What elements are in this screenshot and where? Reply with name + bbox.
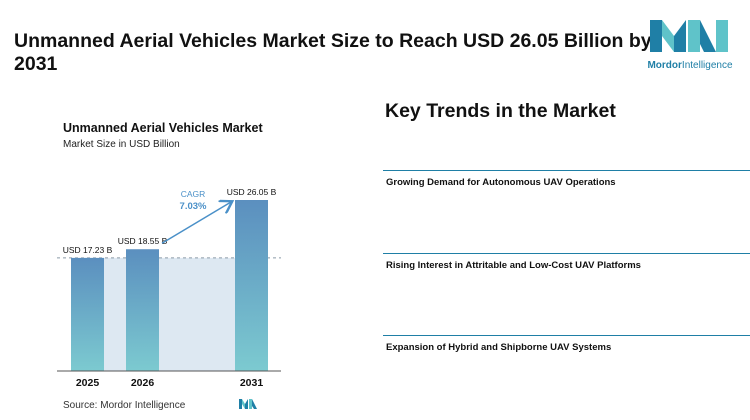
value-label-2026: USD 18.55 B bbox=[118, 236, 168, 246]
small-logo-icon bbox=[239, 399, 257, 409]
bar-2026 bbox=[126, 249, 159, 371]
logo-mark-icon bbox=[650, 20, 728, 52]
bar-2031 bbox=[235, 200, 268, 371]
key-trends-title: Key Trends in the Market bbox=[385, 100, 616, 122]
source-note: Source: Mordor Intelligence bbox=[63, 400, 186, 411]
trend-item: Rising Interest in Attritable and Low-Co… bbox=[383, 253, 750, 271]
logo-wordmark: MordorIntelligence bbox=[640, 60, 740, 71]
cagr-label: CAGR bbox=[181, 189, 206, 199]
cagr-arrow bbox=[161, 202, 231, 244]
category-label-2031: 2031 bbox=[240, 377, 264, 389]
trend-item: Growing Demand for Autonomous UAV Operat… bbox=[383, 170, 750, 188]
trend-label: Growing Demand for Autonomous UAV Operat… bbox=[386, 177, 616, 188]
chart-title: Unmanned Aerial Vehicles Market bbox=[63, 121, 263, 135]
value-label-2031: USD 26.05 B bbox=[227, 187, 277, 197]
cagr-value: 7.03% bbox=[180, 201, 207, 212]
value-label-2025: USD 17.23 B bbox=[63, 245, 113, 255]
logo-text-bold: Mordor bbox=[647, 60, 682, 71]
page-headline: Unmanned Aerial Vehicles Market Size to … bbox=[14, 30, 652, 75]
logo-text-light: Intelligence bbox=[681, 60, 733, 71]
trend-label: Rising Interest in Attritable and Low-Co… bbox=[386, 260, 641, 271]
bar-2025 bbox=[71, 257, 104, 371]
trend-label: Expansion of Hybrid and Shipborne UAV Sy… bbox=[386, 342, 612, 353]
trend-item: Expansion of Hybrid and Shipborne UAV Sy… bbox=[383, 335, 750, 353]
category-label-2025: 2025 bbox=[76, 377, 100, 389]
mordor-intelligence-logo: MordorIntelligence bbox=[640, 14, 740, 76]
market-size-bar-chart: USD 17.23 B 2025 USD 18.55 B 2026 USD 26.05 … bbox=[57, 187, 281, 389]
chart-subtitle: Market Size in USD Billion bbox=[63, 139, 180, 150]
category-label-2026: 2026 bbox=[131, 377, 155, 389]
